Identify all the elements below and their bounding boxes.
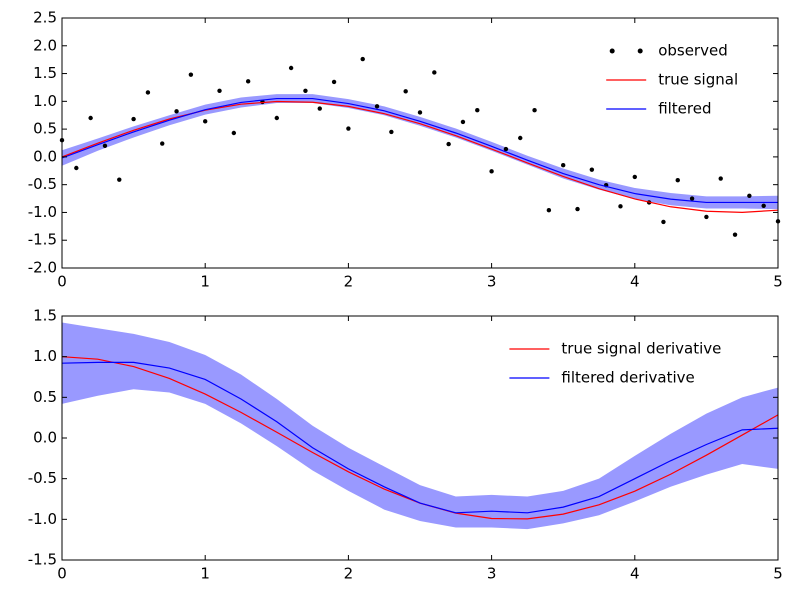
x-tick-label: 5: [773, 273, 783, 291]
data-point: [718, 176, 723, 181]
data-point: [618, 204, 623, 209]
data-point: [532, 108, 537, 113]
confidence-band: [62, 94, 778, 210]
x-tick-label: 1: [200, 565, 210, 583]
data-point: [589, 167, 595, 172]
data-point: [546, 208, 552, 213]
data-point: [661, 219, 666, 225]
data-point: [331, 79, 337, 85]
y-tick-label: 0.5: [33, 388, 57, 406]
y-tick-label: 2.5: [33, 9, 57, 27]
confidence-band: [62, 322, 778, 530]
x-tick-label: 0: [57, 565, 67, 583]
legend-label: filtered: [658, 100, 711, 118]
y-tick-label: -1.0: [28, 510, 57, 528]
data-point: [360, 56, 365, 62]
y-tick-label: 0.0: [33, 147, 57, 165]
data-point: [245, 79, 251, 84]
data-point: [117, 177, 122, 182]
legend-marker: [609, 48, 615, 54]
x-tick-label: 0: [57, 273, 67, 291]
x-tick-label: 3: [487, 565, 497, 583]
data-point: [303, 88, 308, 93]
y-tick-label: -0.5: [28, 175, 57, 193]
legend-label: true signal: [658, 71, 738, 89]
data-point: [732, 232, 738, 237]
data-point: [417, 110, 423, 115]
legend-marker: [637, 48, 643, 54]
data-point: [374, 104, 380, 109]
y-tick-label: 0.0: [33, 429, 57, 447]
line: [61, 97, 778, 204]
legend-label: observed: [658, 42, 728, 60]
x-tick-label: 5: [773, 565, 783, 583]
data-point: [217, 88, 222, 93]
data-point: [288, 65, 294, 71]
data-point: [88, 115, 93, 121]
x-tick-label: 4: [630, 273, 640, 291]
y-tick-label: 1.5: [33, 64, 57, 82]
data-point: [145, 90, 151, 95]
data-point: [489, 169, 494, 174]
data-point: [675, 178, 680, 183]
data-point: [689, 196, 695, 201]
data-point: [460, 119, 466, 125]
x-tick-label: 1: [200, 273, 210, 291]
x-tick-label: 2: [344, 565, 354, 583]
data-point: [704, 214, 709, 220]
data-point: [203, 119, 208, 124]
data-point: [131, 116, 136, 122]
data-point: [747, 193, 752, 198]
data-point: [432, 70, 437, 75]
y-tick-label: 2.0: [33, 36, 57, 54]
y-tick-label: -1.5: [28, 231, 57, 249]
y-tick-label: 0.5: [33, 120, 57, 138]
data-point: [761, 203, 766, 208]
data-point: [518, 135, 523, 141]
data-point: [346, 126, 351, 131]
data-point: [188, 72, 194, 77]
data-point: [446, 141, 451, 147]
x-tick-label: 4: [630, 565, 640, 583]
legend-label: filtered derivative: [561, 369, 694, 387]
data-point: [317, 106, 322, 111]
x-tick-label: 3: [487, 273, 497, 291]
data-point: [102, 143, 108, 148]
y-tick-label: -1.0: [28, 203, 57, 221]
legend-label: true signal derivative: [561, 340, 721, 358]
data-point: [575, 206, 580, 212]
x-tick-label: 2: [344, 273, 354, 291]
y-tick-label: -2.0: [28, 259, 57, 277]
data-point: [503, 146, 509, 152]
y-tick-label: 1.5: [33, 307, 57, 325]
y-tick-label: 1.0: [33, 347, 57, 365]
data-point: [174, 109, 179, 114]
data-point: [274, 115, 279, 121]
data-point: [160, 141, 165, 146]
y-tick-label: -0.5: [28, 469, 57, 487]
y-tick-label: 1.0: [33, 92, 57, 110]
data-point: [389, 129, 394, 135]
data-point: [74, 165, 79, 171]
data-point: [475, 108, 480, 113]
line: [61, 361, 779, 514]
axes-frame: [61, 17, 779, 269]
data-point: [231, 130, 237, 136]
y-tick-label: -1.5: [28, 551, 57, 569]
data-point: [632, 174, 637, 180]
data-point: [561, 163, 566, 168]
data-point: [403, 89, 408, 94]
line: [61, 100, 779, 213]
